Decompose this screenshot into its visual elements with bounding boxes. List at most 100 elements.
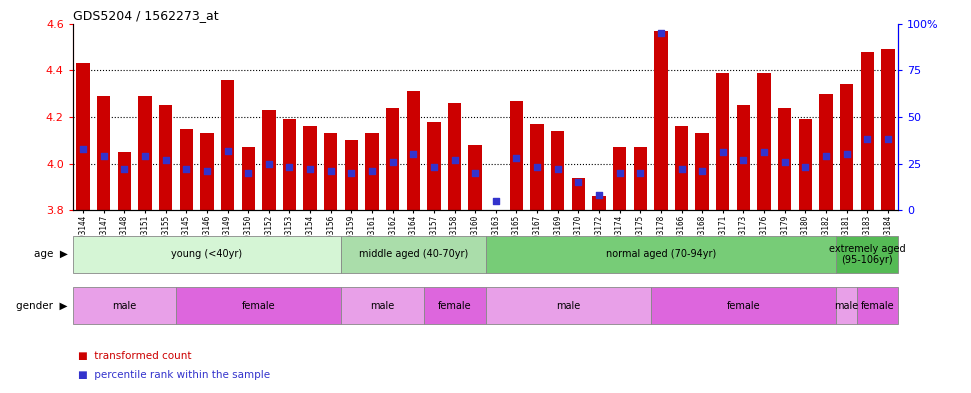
Text: young (<40yr): young (<40yr) <box>172 250 243 259</box>
Point <box>117 166 132 172</box>
Bar <box>283 119 296 210</box>
Point <box>447 157 462 163</box>
Bar <box>73 236 341 273</box>
Bar <box>613 147 626 210</box>
Bar <box>651 287 836 324</box>
Bar <box>200 133 214 210</box>
Point <box>261 160 277 167</box>
Bar <box>654 31 668 210</box>
Bar <box>324 133 338 210</box>
Bar <box>592 196 606 210</box>
Point <box>76 145 91 152</box>
Point <box>571 179 586 185</box>
Bar <box>820 94 833 210</box>
Bar <box>675 126 688 210</box>
Bar <box>633 147 647 210</box>
Point <box>839 151 854 158</box>
Bar <box>486 236 836 273</box>
Bar <box>836 236 898 273</box>
Bar <box>510 101 523 210</box>
Text: female: female <box>726 301 760 310</box>
Point <box>509 155 524 161</box>
Point <box>179 166 194 172</box>
Bar <box>551 131 564 210</box>
Bar <box>695 133 709 210</box>
Bar <box>468 145 482 210</box>
Bar <box>737 105 751 210</box>
Text: male: male <box>556 301 580 310</box>
Point <box>653 30 669 36</box>
Text: normal aged (70-94yr): normal aged (70-94yr) <box>606 250 716 259</box>
Bar <box>180 129 193 210</box>
Bar <box>798 119 812 210</box>
Bar <box>159 105 173 210</box>
Text: female: female <box>242 301 276 310</box>
Bar <box>262 110 276 210</box>
Point <box>632 170 648 176</box>
Point <box>96 153 112 159</box>
Bar <box>341 236 486 273</box>
Bar <box>117 152 131 210</box>
Bar <box>860 51 874 210</box>
Point <box>674 166 689 172</box>
Point <box>137 153 152 159</box>
Bar <box>716 73 729 210</box>
Text: male: male <box>834 301 858 310</box>
Bar <box>857 287 898 324</box>
Point <box>426 164 442 171</box>
Point <box>488 198 504 204</box>
Text: middle aged (40-70yr): middle aged (40-70yr) <box>358 250 468 259</box>
Point <box>880 136 895 143</box>
Bar <box>77 63 90 210</box>
Point <box>406 151 421 158</box>
Point <box>467 170 483 176</box>
Point <box>219 147 235 154</box>
Text: ■  percentile rank within the sample: ■ percentile rank within the sample <box>78 370 270 380</box>
Point <box>756 149 772 156</box>
Point <box>158 157 174 163</box>
Point <box>529 164 545 171</box>
Bar <box>840 84 854 210</box>
Text: female: female <box>860 301 894 310</box>
Bar <box>73 287 176 324</box>
Point <box>694 168 710 174</box>
Bar <box>448 103 461 210</box>
Bar <box>220 79 234 210</box>
Point <box>199 168 215 174</box>
Text: male: male <box>113 301 137 310</box>
Bar <box>303 126 317 210</box>
Point <box>323 168 339 174</box>
Bar <box>345 140 358 210</box>
Bar <box>176 287 341 324</box>
Bar <box>427 121 441 210</box>
Bar <box>407 91 420 210</box>
Text: extremely aged
(95-106yr): extremely aged (95-106yr) <box>829 244 906 265</box>
Text: GDS5204 / 1562273_at: GDS5204 / 1562273_at <box>73 9 218 22</box>
Bar <box>572 178 586 210</box>
Text: gender  ▶: gender ▶ <box>17 301 68 310</box>
Bar <box>97 96 111 210</box>
Point <box>591 192 607 198</box>
Point <box>364 168 380 174</box>
Bar <box>530 124 544 210</box>
Bar <box>757 73 771 210</box>
Bar <box>881 49 894 210</box>
Bar <box>341 287 423 324</box>
Point <box>344 170 359 176</box>
Bar <box>242 147 255 210</box>
Point <box>859 136 875 143</box>
Point <box>302 166 318 172</box>
Bar <box>385 108 399 210</box>
Text: ■  transformed count: ■ transformed count <box>78 351 191 361</box>
Bar <box>486 287 651 324</box>
Point <box>385 159 400 165</box>
Point <box>612 170 627 176</box>
Point <box>819 153 834 159</box>
Bar <box>138 96 151 210</box>
Point <box>797 164 813 171</box>
Point <box>715 149 730 156</box>
Point <box>282 164 297 171</box>
Bar <box>423 287 486 324</box>
Point <box>550 166 565 172</box>
Text: male: male <box>370 301 394 310</box>
